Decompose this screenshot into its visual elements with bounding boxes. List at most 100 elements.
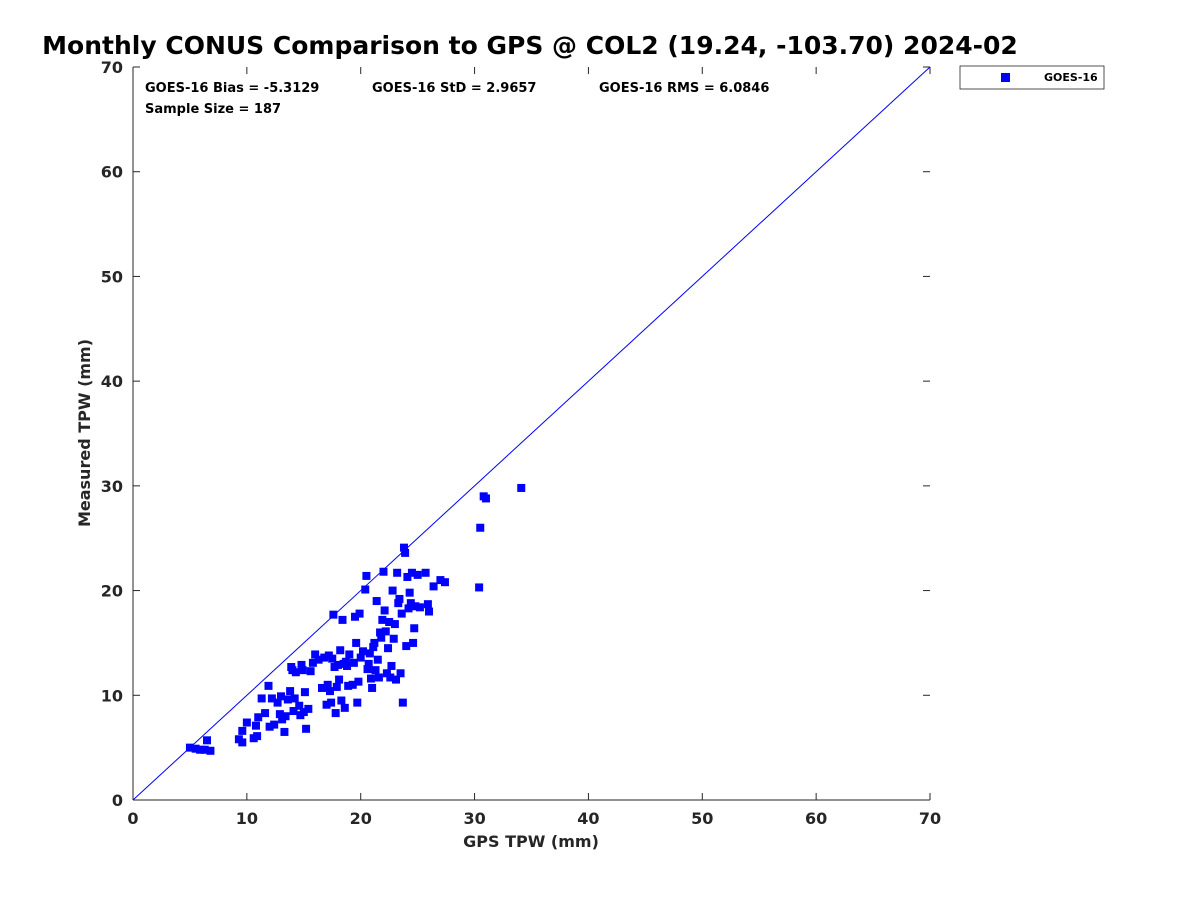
y-axis-label: Measured TPW (mm): [75, 339, 94, 527]
y-tick-label: 20: [101, 582, 123, 601]
data-point: [341, 657, 350, 666]
bias-annotation: GOES-16 Bias = -5.3129: [145, 81, 319, 96]
data-point: [411, 602, 420, 611]
data-point: [327, 698, 336, 707]
data-point: [358, 647, 367, 656]
y-tick-label: 70: [101, 58, 123, 77]
data-point: [333, 660, 342, 669]
data-point: [322, 700, 331, 709]
data-point: [353, 698, 362, 707]
legend: GOES-16: [959, 65, 1105, 90]
y-tick-label: 10: [101, 686, 123, 705]
legend-box: [959, 65, 1105, 90]
data-point: [273, 698, 282, 707]
data-point: [267, 694, 276, 703]
data-point: [371, 666, 380, 675]
data-point: [289, 706, 298, 715]
data-point: [413, 570, 422, 579]
data-point: [336, 646, 345, 655]
data-point: [352, 638, 361, 647]
data-point: [297, 660, 306, 669]
data-point: [291, 668, 300, 677]
data-point: [206, 746, 215, 755]
y-tick-label: 0: [112, 791, 123, 810]
data-point: [373, 655, 382, 664]
x-axis-label: GPS TPW (mm): [463, 832, 599, 851]
legend-marker: [1001, 73, 1010, 82]
data-point: [283, 695, 292, 704]
data-point: [386, 673, 395, 682]
one-to-one-line: [132, 66, 931, 801]
data-point: [261, 709, 270, 718]
data-point: [354, 677, 363, 686]
data-point: [331, 709, 340, 718]
data-point: [395, 594, 404, 603]
data-point: [349, 658, 358, 667]
data-point: [394, 599, 403, 608]
data-point: [481, 494, 490, 503]
data-point: [290, 694, 299, 703]
data-point: [300, 688, 309, 697]
x-tick-label: 40: [577, 809, 599, 828]
data-point: [286, 687, 295, 696]
data-point: [203, 736, 212, 745]
y-tick-label: 60: [101, 163, 123, 182]
data-point: [396, 669, 405, 678]
data-point: [361, 585, 370, 594]
data-point: [340, 703, 349, 712]
data-point: [401, 548, 410, 557]
data-point: [384, 644, 393, 653]
chart-title: Monthly CONUS Comparison to GPS @ COL2 (…: [42, 31, 1018, 60]
data-point: [298, 666, 307, 675]
data-point: [517, 483, 526, 492]
data-point: [335, 675, 344, 684]
data-point: [185, 743, 194, 752]
data-point: [238, 726, 247, 735]
data-point: [368, 683, 377, 692]
data-point: [318, 683, 327, 692]
legend-label: GOES-16: [1044, 71, 1098, 84]
data-point: [281, 712, 290, 721]
data-point: [242, 718, 251, 727]
x-tick-label: 60: [805, 809, 827, 828]
data-point: [264, 681, 273, 690]
data-point: [390, 620, 399, 629]
data-point: [348, 680, 357, 689]
data-point: [320, 653, 329, 662]
data-point: [299, 708, 308, 717]
data-point: [407, 568, 416, 577]
data-point: [421, 568, 430, 577]
data-point: [409, 638, 418, 647]
data-point: [363, 665, 372, 674]
data-point: [251, 721, 260, 730]
reference-line-group: [132, 66, 931, 801]
data-point: [308, 658, 317, 667]
data-points: [185, 483, 526, 755]
data-point: [403, 572, 412, 581]
x-tick-label: 20: [350, 809, 372, 828]
data-point: [404, 604, 413, 613]
sample-size-annotation: Sample Size = 187: [145, 102, 281, 117]
data-point: [475, 583, 484, 592]
data-point: [429, 582, 438, 591]
y-tick-label: 40: [101, 372, 123, 391]
x-tick-label: 70: [919, 809, 941, 828]
data-point: [257, 694, 266, 703]
data-point: [377, 633, 386, 642]
x-tick-label: 30: [463, 809, 485, 828]
data-point: [344, 681, 353, 690]
data-point: [304, 704, 313, 713]
data-point: [369, 643, 378, 652]
x-ticks: 0 10 20 30 40 50 60 70: [127, 67, 941, 828]
data-point: [399, 543, 408, 552]
data-point: [365, 649, 374, 658]
data-point: [356, 653, 365, 662]
data-point: [200, 745, 209, 754]
data-point: [343, 661, 352, 670]
rms-annotation: GOES-16 RMS = 6.0846: [599, 81, 769, 96]
data-point: [425, 607, 434, 616]
data-point: [270, 720, 279, 729]
data-point: [314, 655, 323, 664]
data-point: [323, 680, 332, 689]
data-point: [370, 638, 379, 647]
